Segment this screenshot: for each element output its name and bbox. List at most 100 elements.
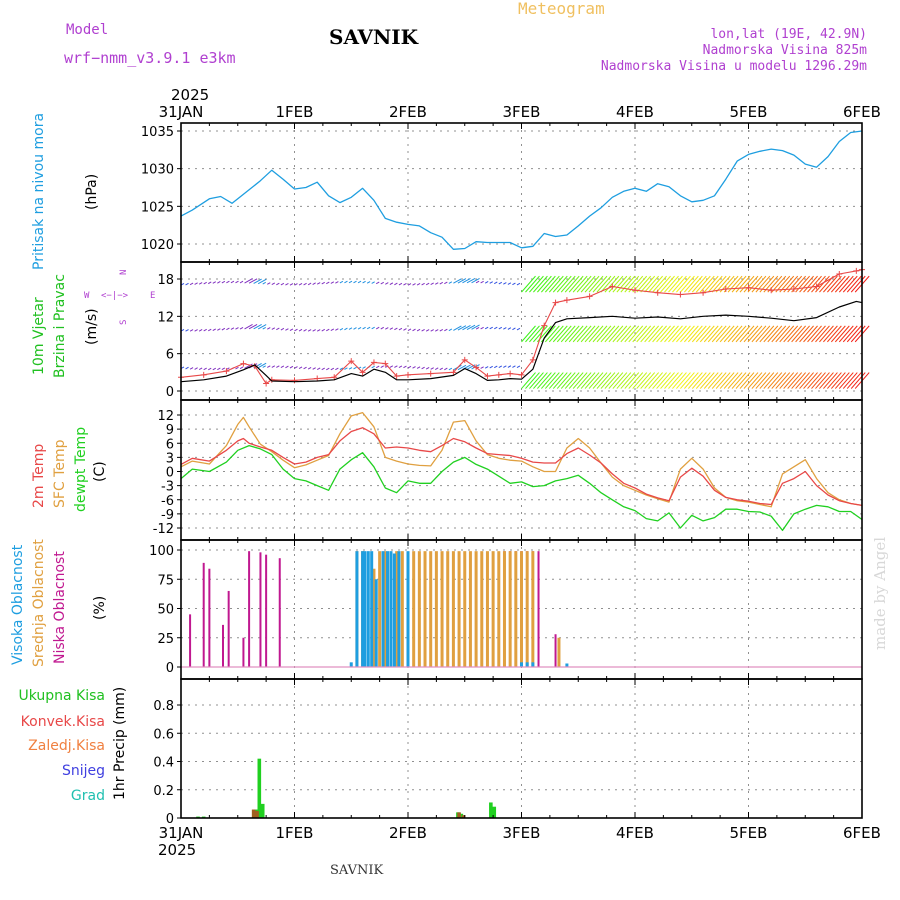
wind-barb (695, 275, 711, 293)
wind-barb (564, 372, 580, 389)
wind-vector (448, 281, 453, 284)
wind-barb (656, 372, 671, 389)
low-cloud-bar (221, 624, 224, 667)
wind-barb (525, 325, 540, 343)
wind-barb (572, 325, 588, 343)
wind-barb (596, 275, 612, 293)
wind-barb (580, 372, 596, 389)
wind-vector (307, 282, 312, 286)
day-label-bottom: 5FEB (730, 824, 768, 842)
wind-barb (529, 275, 544, 293)
wind-barb (548, 372, 564, 389)
wind-barb (560, 275, 576, 293)
wind-barb (707, 372, 723, 389)
dewpt-line (180, 444, 863, 532)
legend-konvek: Konvek.Kisa (21, 714, 105, 730)
wind-vector (312, 282, 316, 285)
wind-barb (521, 372, 536, 389)
wind-vector (203, 367, 207, 371)
wind-gust-point (518, 371, 525, 378)
wind-barb (612, 325, 628, 343)
high-cloud-bar (525, 662, 529, 667)
temperature-ytick-label: 0 (166, 466, 174, 481)
wind-vector (348, 367, 353, 370)
wind-barb (537, 275, 552, 293)
cloud-unit: (%) (92, 596, 108, 620)
high-cloud-bar (565, 663, 569, 667)
wind-barb (743, 372, 759, 389)
wind-barb (636, 325, 652, 343)
precip-freezing-bar (251, 809, 256, 818)
wind-vector (203, 328, 207, 332)
wind-barb (838, 372, 854, 389)
wind-vector (316, 367, 321, 370)
wind-vector (344, 280, 348, 284)
wind-barb (537, 372, 552, 389)
wind-barb (521, 325, 536, 343)
wind-barb (834, 372, 850, 389)
legend-ukupna: Ukupna Kisa (18, 688, 105, 704)
station-title: SAVNIK (329, 25, 419, 49)
wind-vector (412, 328, 416, 332)
wind-vector (434, 367, 439, 370)
precip-total-bar (260, 803, 265, 818)
wind-barb (533, 325, 548, 343)
mid-cloud-bar (525, 551, 529, 667)
wind-speed-line (180, 300, 863, 383)
wind-vector (516, 282, 521, 286)
temperature-ytick-label: -9 (161, 508, 174, 523)
temp-ylabel-dewpt: dewpt Temp (73, 427, 89, 512)
wind-barb (584, 325, 600, 343)
wind-barb (556, 275, 572, 293)
wind-vector (357, 326, 362, 330)
wind-gust-point (348, 358, 355, 365)
wind-vector (448, 367, 453, 371)
precip-total-bar (257, 758, 262, 818)
wind-gust-point (609, 283, 616, 290)
wind-barb (592, 325, 608, 343)
wind-vector (416, 328, 421, 332)
wind-barb (699, 372, 715, 389)
wind-vector (457, 364, 467, 371)
mid-cloud-bar (491, 551, 495, 667)
grid-layer (181, 123, 862, 819)
day-label-bottom: 1FEB (276, 824, 314, 842)
compass-north: N (119, 270, 129, 275)
wind-gust-point (836, 271, 843, 278)
wind-vector (421, 366, 425, 370)
wind-barb (743, 325, 759, 343)
wind-vector (339, 280, 344, 284)
wind-vector (484, 366, 489, 369)
wind-barb (624, 325, 640, 343)
wind-barb (846, 325, 862, 343)
wind-gust-point (768, 287, 775, 294)
wind-vector (194, 282, 198, 285)
wind-vector (489, 365, 493, 369)
wind-vector (248, 323, 258, 330)
wind-barb (842, 372, 858, 389)
pressure-frame (180, 122, 863, 263)
wind-barb (834, 275, 850, 293)
pressure-ytick-label: 1025 (141, 200, 174, 215)
wind-barb (683, 372, 699, 389)
wind-barb (799, 372, 814, 389)
wind-vector (512, 365, 516, 368)
legend-zaledj: Zaledj.Kisa (28, 738, 105, 754)
wind-vector (507, 282, 512, 285)
wind-barb (616, 275, 632, 293)
wind-vector (453, 278, 462, 284)
wind-vector (189, 367, 194, 370)
wind-barb (648, 275, 663, 293)
wind-vector (489, 326, 493, 330)
mid-cloud-bar (446, 551, 450, 667)
precip-freezing-bar (461, 815, 466, 818)
wind-barb (795, 275, 810, 293)
wind-barb (803, 275, 818, 293)
wind-barb (548, 275, 564, 293)
wind-vector (516, 365, 521, 368)
precip-ytick-label: 0.4 (153, 756, 174, 771)
wind-barb (552, 325, 568, 343)
wind-vector (380, 365, 385, 368)
mid-cloud-bar (451, 551, 455, 667)
wind-vector (289, 283, 294, 286)
